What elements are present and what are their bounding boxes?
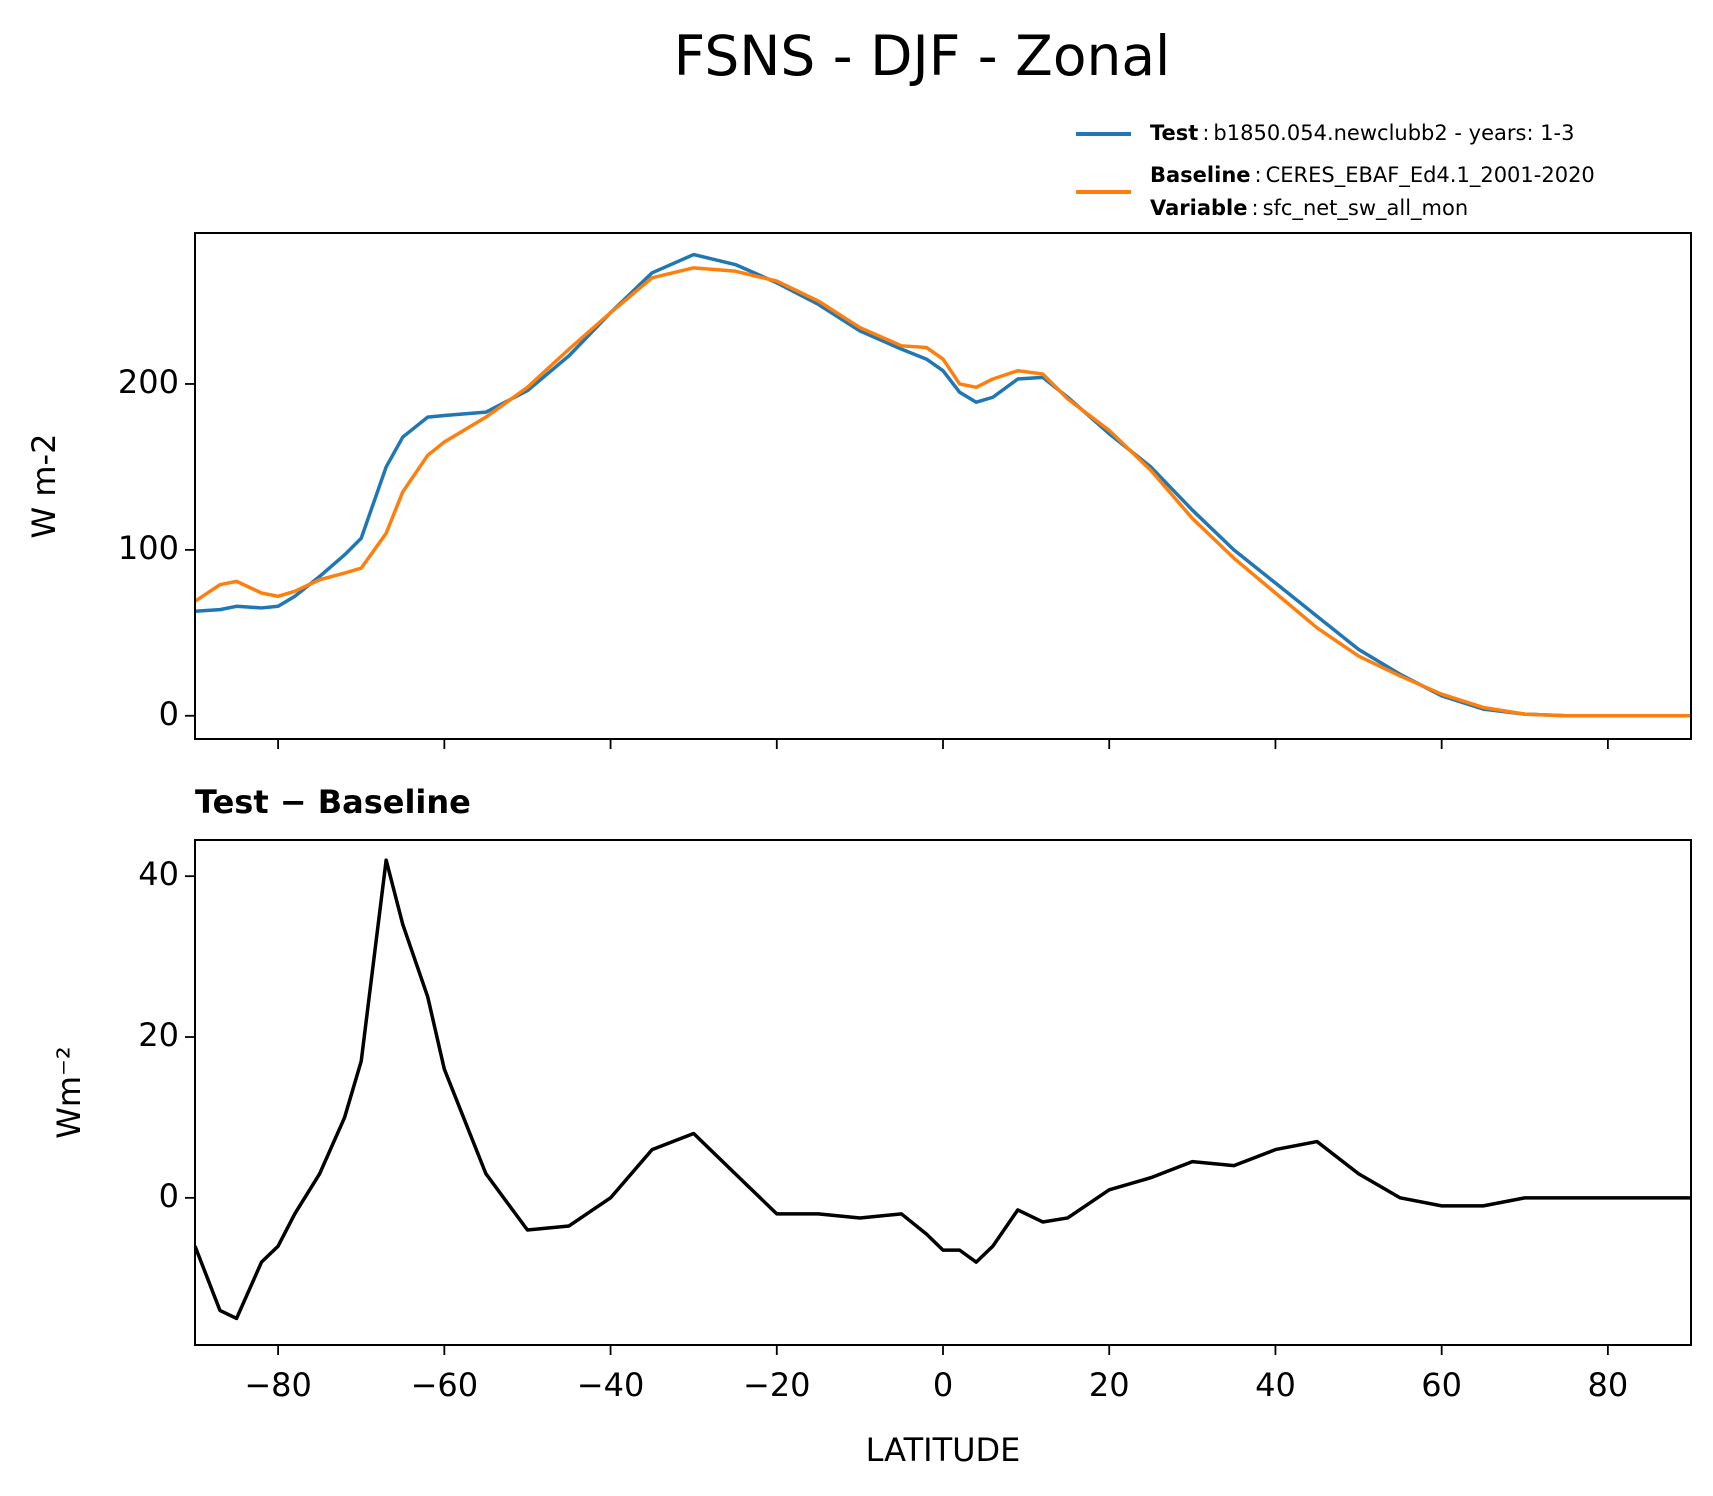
axes-frame [194, 839, 1692, 1346]
y-tick-label: 0 [159, 695, 179, 733]
y-tick-label: 0 [159, 1177, 179, 1215]
x-tick-label: 20 [1089, 1366, 1130, 1404]
legend-variable: Variable: sfc_net_sw_all_mon [1150, 196, 1468, 221]
legend-name: Test [1150, 121, 1198, 145]
y-tick-label: 40 [138, 855, 179, 893]
x-tick-label: 0 [933, 1366, 953, 1404]
legend-separator: : [1255, 163, 1262, 187]
y-axis-label: W m-2 [25, 434, 63, 539]
axes-frame [194, 232, 1692, 740]
y-tick-label: 200 [118, 363, 179, 401]
x-tick-label: −80 [244, 1366, 312, 1404]
x-tick-label: −20 [743, 1366, 811, 1404]
legend-entry: Test: b1850.054.newclubb2 - years: 1-3 [1150, 121, 1575, 145]
x-tick-label: 80 [1588, 1366, 1629, 1404]
x-tick-label: −60 [411, 1366, 479, 1404]
x-tick-label: 60 [1421, 1366, 1462, 1404]
x-axis-label: LATITUDE [866, 1431, 1021, 1469]
legend-label: b1850.054.newclubb2 - years: 1-3 [1213, 121, 1574, 145]
variable-label: sfc_net_sw_all_mon [1263, 196, 1469, 221]
x-tick-label: 40 [1255, 1366, 1296, 1404]
subplot-title: Test − Baseline [195, 783, 471, 821]
legend-separator: : [1202, 121, 1209, 145]
y-tick-label: 100 [118, 529, 179, 567]
y-tick-label: 20 [138, 1016, 179, 1054]
x-tick-label: −40 [577, 1366, 645, 1404]
legend-entry: Baseline: CERES_EBAF_Ed4.1_2001-2020 [1150, 163, 1595, 188]
variable-name: Variable [1150, 196, 1247, 220]
line [195, 266, 1691, 718]
legend-name: Baseline [1150, 163, 1251, 187]
chart-title: FSNS - DJF - Zonal [674, 24, 1171, 88]
line [195, 252, 1691, 718]
legend-label: CERES_EBAF_Ed4.1_2001-2020 [1266, 163, 1595, 188]
legend-separator: : [1251, 196, 1258, 220]
line [195, 858, 1691, 1321]
y-axis-label: Wm⁻² [50, 1046, 88, 1139]
